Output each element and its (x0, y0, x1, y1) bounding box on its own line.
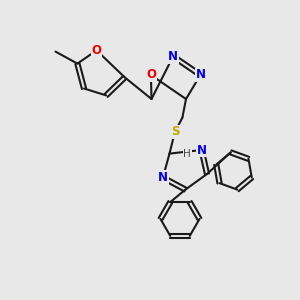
Text: N: N (195, 68, 206, 82)
Text: S: S (171, 125, 179, 139)
Text: H: H (183, 148, 191, 159)
Text: N: N (158, 171, 168, 184)
Text: O: O (92, 44, 102, 57)
Text: O: O (146, 68, 156, 82)
Text: N: N (196, 143, 207, 157)
Text: N: N (168, 50, 178, 63)
